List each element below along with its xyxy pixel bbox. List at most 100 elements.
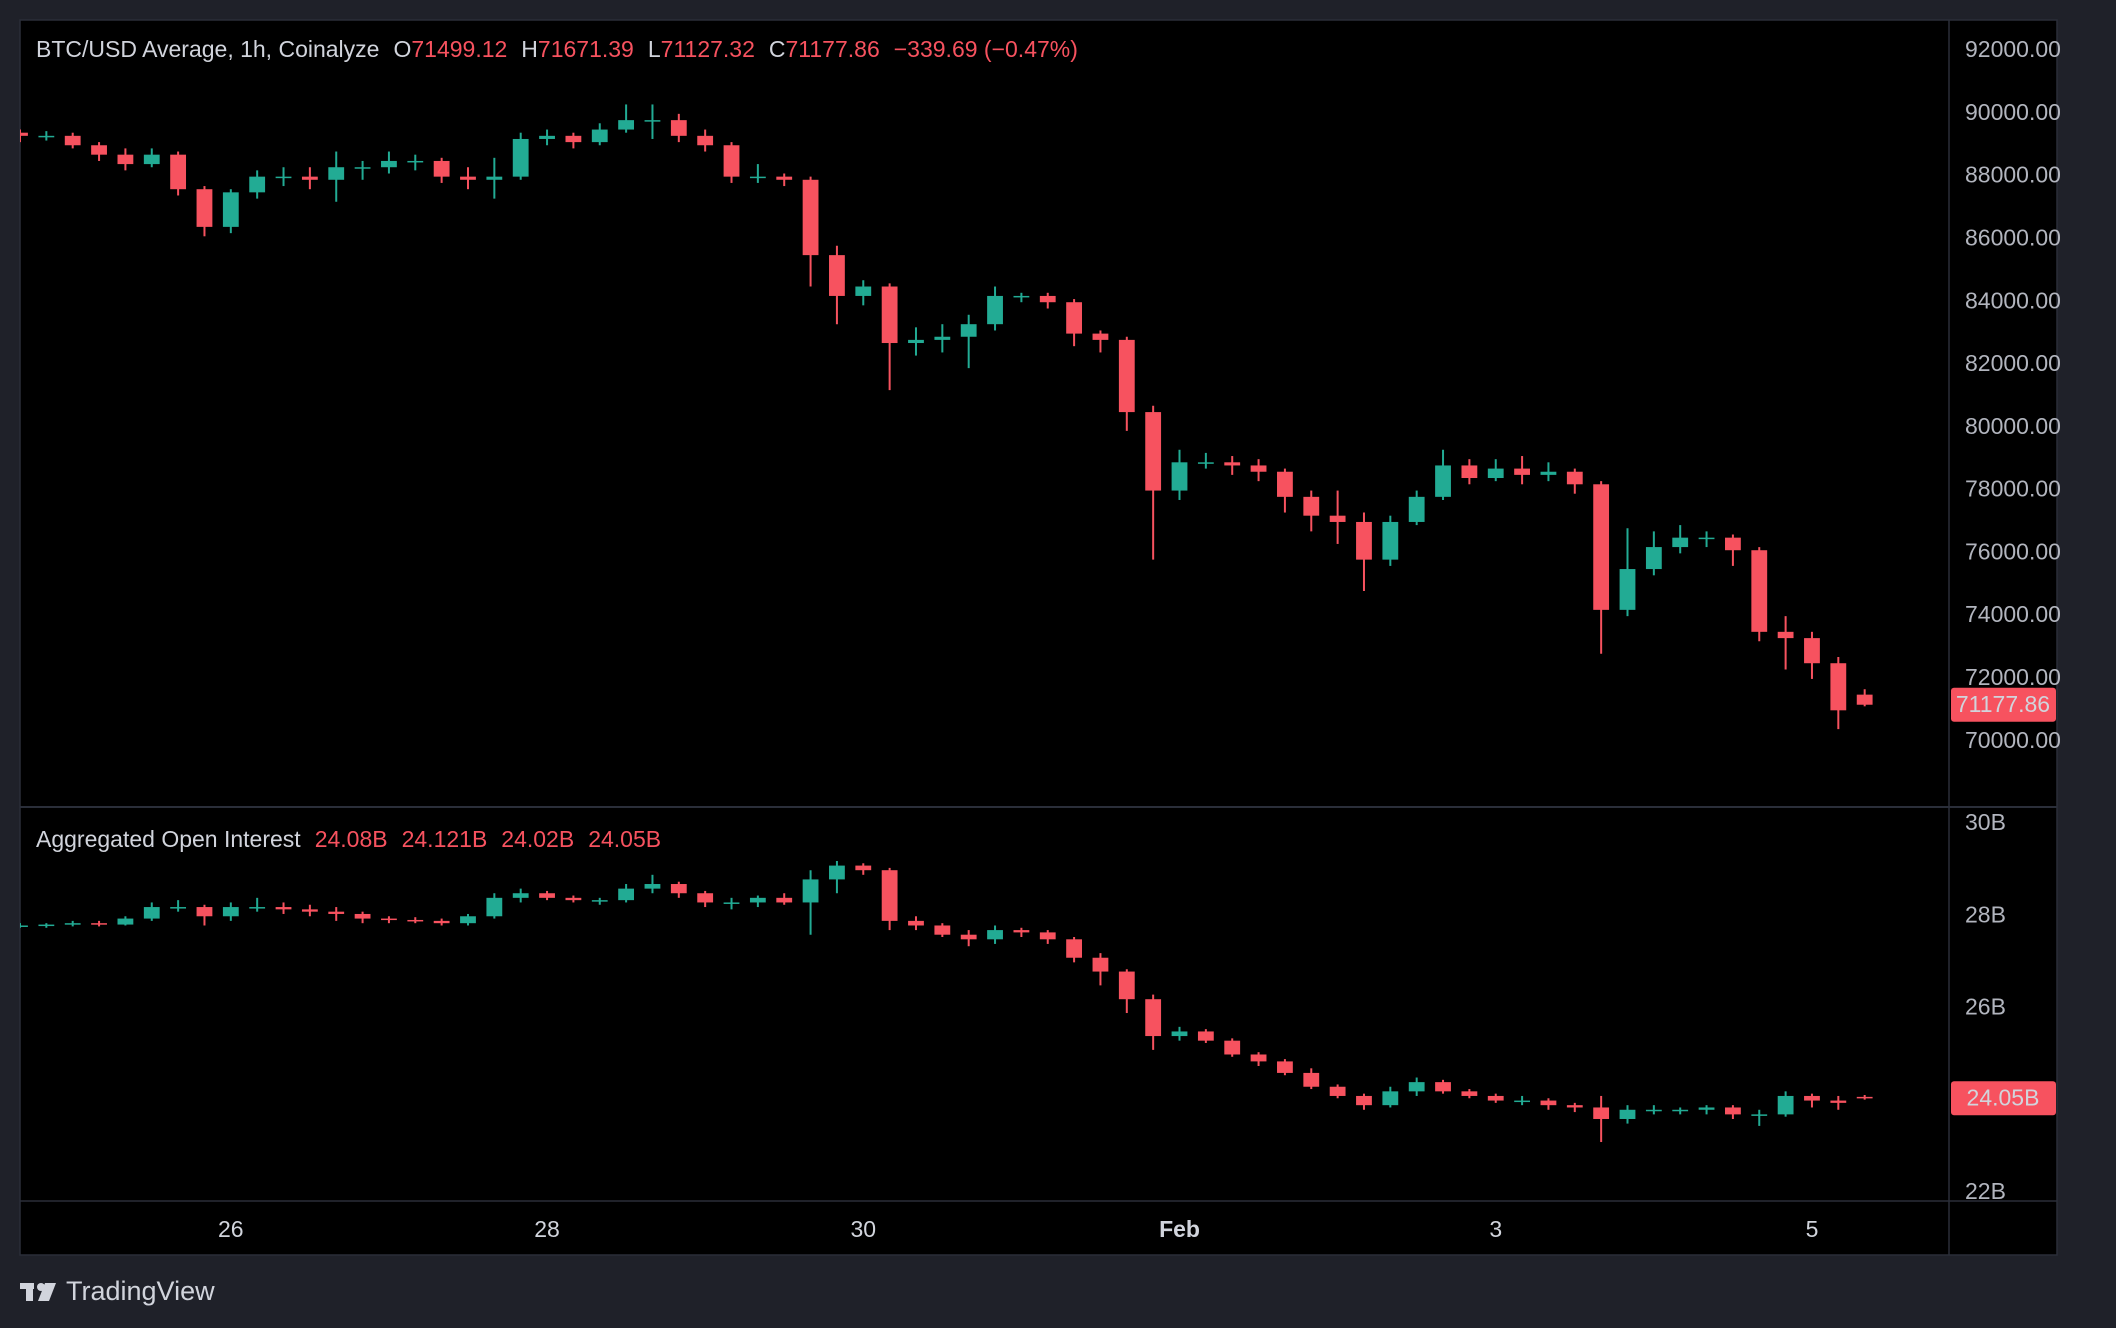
candle-body	[249, 176, 266, 193]
candle-body	[381, 160, 397, 168]
candle-body	[407, 160, 424, 163]
candle-body	[1777, 1095, 1794, 1115]
x-tick-label: 26	[218, 1216, 244, 1242]
candle-body	[539, 893, 555, 898]
legend-ohlc-label: O	[393, 36, 411, 62]
candle-body	[1725, 537, 1741, 551]
candle-body	[512, 138, 529, 177]
candle-body	[723, 902, 740, 904]
x-tick-label: 3	[1489, 1216, 1502, 1242]
candle-body	[91, 923, 107, 925]
candle-body	[512, 893, 529, 898]
candle-body	[1725, 1107, 1741, 1115]
last-value-label: 71177.86	[1956, 691, 2050, 717]
candle-body	[670, 884, 687, 894]
candle-body	[1013, 930, 1030, 933]
candle-body	[1013, 295, 1030, 298]
candle-body	[1145, 412, 1162, 491]
candle-body	[1804, 1095, 1820, 1101]
candle-body	[1382, 1091, 1399, 1106]
candle-body	[486, 897, 503, 917]
candle-body	[354, 913, 371, 919]
candle-body	[881, 286, 898, 344]
candle-body	[1092, 333, 1109, 340]
candle-body	[829, 865, 845, 880]
candle-body	[460, 176, 476, 180]
candle-body	[1039, 932, 1056, 940]
candle-body	[723, 145, 740, 177]
candle-body	[960, 324, 977, 337]
candle-body	[1566, 1105, 1583, 1108]
candle-body	[855, 286, 872, 296]
legend-value: 24.05B	[588, 826, 661, 852]
candle-body	[433, 920, 450, 924]
candle-body	[222, 192, 239, 227]
candle-body	[486, 176, 503, 180]
candle-body	[644, 884, 661, 889]
y-tick-label: 72000.00	[1965, 664, 2061, 690]
candle-body	[170, 907, 187, 909]
candle-body	[802, 879, 819, 903]
candle-body	[591, 129, 608, 143]
candle-body	[618, 120, 635, 130]
candle-body	[1487, 468, 1504, 479]
candle-body	[328, 911, 345, 914]
legend-title: BTC/USD Average, 1h, Coinalyze	[36, 36, 379, 62]
candle-body	[1804, 638, 1820, 664]
x-tick-label: 5	[1806, 1216, 1819, 1242]
candle-body	[1672, 537, 1689, 548]
candle-body	[1329, 515, 1346, 522]
candle-body	[222, 907, 239, 917]
candle-body	[1856, 694, 1873, 705]
y-tick-label: 70000.00	[1965, 727, 2061, 753]
candle-body	[1777, 631, 1794, 639]
last-value-tag	[1951, 687, 2056, 722]
candle-body	[1171, 462, 1188, 491]
candle-body	[749, 176, 766, 179]
candle-body	[1619, 569, 1636, 610]
candle-body	[934, 336, 951, 340]
y-tick-label: 30B	[1965, 809, 2006, 835]
candles	[20, 104, 1873, 730]
candle-body	[829, 255, 845, 296]
candle-body	[1066, 302, 1083, 334]
candle-body	[1856, 1096, 1873, 1099]
candle-body	[1224, 1040, 1241, 1055]
candle-body	[1435, 1082, 1451, 1092]
candle-body	[776, 897, 793, 903]
candle-body	[1382, 521, 1399, 560]
candle-body	[1461, 1091, 1478, 1096]
candle-body	[697, 135, 714, 146]
candle-body	[1830, 1100, 1847, 1103]
candle-body	[1408, 496, 1425, 522]
candle-body	[591, 900, 608, 902]
candle-body	[64, 135, 81, 146]
candle-body	[1435, 465, 1451, 497]
candle-body	[1645, 1109, 1662, 1112]
candle-body	[1277, 1061, 1293, 1073]
candle-body	[328, 167, 345, 180]
candle-body	[618, 888, 635, 901]
legend-value: 71177.86	[786, 36, 880, 62]
candle-body	[1461, 465, 1478, 479]
candle-body	[196, 907, 213, 917]
candle-body	[1118, 971, 1135, 1000]
y-tick-label: 28B	[1965, 901, 2006, 927]
candle-body	[1514, 1100, 1530, 1103]
candle-body	[1356, 521, 1372, 560]
candle-body	[1566, 471, 1583, 485]
brand-logo	[20, 1283, 56, 1301]
logo-part	[26, 1283, 33, 1301]
last-value-label: 24.05B	[1967, 1084, 2040, 1110]
logo-part	[38, 1283, 56, 1301]
candle-body	[301, 176, 318, 180]
candle-body	[1250, 1054, 1267, 1062]
candle-body	[460, 916, 476, 924]
candle-body	[1593, 484, 1610, 610]
candle-body	[855, 865, 872, 871]
candle-body	[20, 132, 28, 136]
candle-body	[960, 934, 977, 940]
candle-body	[38, 135, 55, 138]
